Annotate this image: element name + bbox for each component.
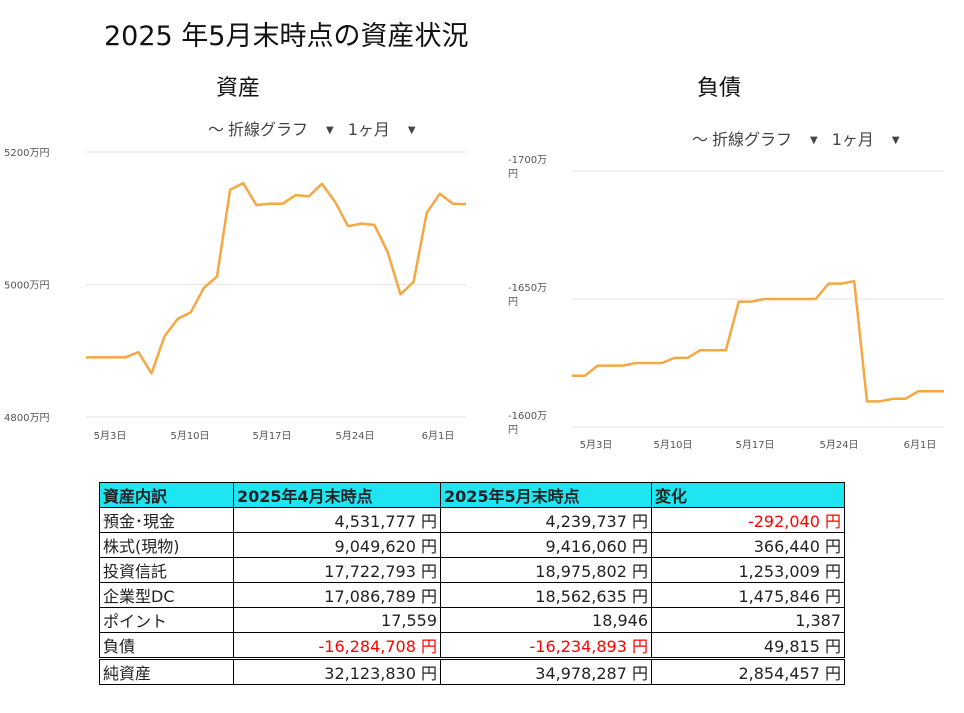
series-line [86,181,467,375]
y-tick-label-unit: 円 [508,297,518,308]
period-selector[interactable]: 1ヶ月 [831,130,874,149]
x-tick-label: 5月17日 [252,430,291,442]
cell-april: 17,559 [233,607,441,633]
cell-april: 32,123,830 円 [233,657,441,685]
y-tick-label-unit: 円 [508,425,518,436]
x-tick-label: 5月24日 [819,439,858,451]
asset-breakdown-table: 資産内訳 2025年4月末時点 2025年5月末時点 変化 預金･現金 4,53… [99,482,845,685]
chart-type-selector[interactable]: 折線グラフ [712,130,793,149]
cell-may: 34,978,287 円 [440,657,652,685]
assets-chart-title: 資産 [216,76,261,101]
table-header-row: 資産内訳 2025年4月末時点 2025年5月末時点 変化 [99,482,845,508]
cell-april: 17,722,793 円 [233,557,441,583]
dropdown-arrow-icon[interactable]: ▼ [810,135,818,146]
row-label: 預金･現金 [99,507,234,533]
header-change: 変化 [651,482,845,508]
row-label: 純資産 [99,657,234,685]
cell-april: -16,284,708 円 [233,632,441,659]
cell-may: 9,416,060 円 [440,532,652,558]
cell-change: 366,440 円 [651,532,845,558]
cell-change: 1,387 [651,607,845,633]
y-tick-label: 4800万円 [4,413,49,424]
dropdown-arrow-icon[interactable]: ▼ [891,135,900,146]
cell-change: 2,854,457 円 [651,657,845,685]
row-label: 負債 [99,632,234,659]
row-label: 投資信託 [99,557,234,583]
table-row: 投資信託 17,722,793 円 18,975,802 円 1,253,009… [99,557,845,583]
y-tick-label: 5200万円 [4,148,49,159]
row-label: 企業型DC [99,582,234,608]
x-tick-label: 5月10日 [170,430,209,442]
y-tick-label-unit: 円 [508,169,518,180]
x-tick-label: 5月3日 [580,439,613,451]
row-label: 株式(現物) [99,532,234,558]
table-row: ポイント 17,559 18,946 1,387 [99,607,845,633]
row-label: ポイント [99,607,234,633]
page-title: 2025 年5月末時点の資産状況 [104,21,469,52]
liabilities-chart-title: 負債 [697,76,742,101]
x-tick-label: 5月17日 [735,439,774,451]
cell-change: 49,815 円 [651,632,845,659]
chart-type-selector[interactable]: 折線グラフ [228,120,309,139]
cell-april: 17,086,789 円 [233,582,441,608]
period-selector[interactable]: 1ヶ月 [347,120,390,139]
x-tick-label: 6月1日 [904,439,937,451]
y-tick-label: -1650万 [508,283,547,294]
table-row: 企業型DC 17,086,789 円 18,562,635 円 1,475,84… [99,582,845,608]
y-tick-label: -1600万 [508,411,547,422]
dropdown-arrow-icon[interactable]: ▼ [407,125,416,136]
liabilities-chart-controls: 〜折線グラフ ▼ 1ヶ月 ▼ [692,126,914,150]
x-tick-label: 5月3日 [94,430,127,442]
cell-may: 4,239,737 円 [440,507,652,533]
y-tick-label: -1700万 [508,155,547,166]
x-tick-label: 5月24日 [335,430,374,442]
x-tick-label: 6月1日 [422,430,455,442]
cell-change: -292,040 円 [651,507,845,533]
series-line [572,279,944,403]
cell-change: 1,253,009 円 [651,557,845,583]
header-may: 2025年5月末時点 [440,482,652,508]
cell-april: 4,531,777 円 [233,507,441,533]
table-row: 負債 -16,284,708 円 -16,234,893 円 49,815 円 [99,632,845,659]
cell-april: 9,049,620 円 [233,532,441,558]
header-category: 資産内訳 [99,482,234,508]
y-tick-label: 5000万円 [4,281,49,292]
line-chart-icon: 〜 [692,130,709,149]
header-april: 2025年4月末時点 [233,482,441,508]
x-tick-label: 5月10日 [653,439,692,451]
assets-chart-controls: 〜折線グラフ ▼ 1ヶ月 ▼ [208,116,430,140]
cell-may: 18,562,635 円 [440,582,652,608]
cell-may: -16,234,893 円 [440,632,652,659]
cell-may: 18,946 [440,607,652,633]
cell-change: 1,475,846 円 [651,582,845,608]
cell-may: 18,975,802 円 [440,557,652,583]
line-chart-icon: 〜 [208,120,225,139]
table-row: 株式(現物) 9,049,620 円 9,416,060 円 366,440 円 [99,532,845,558]
table-row: 預金･現金 4,531,777 円 4,239,737 円 -292,040 円 [99,507,845,533]
dropdown-arrow-icon[interactable]: ▼ [326,125,334,136]
table-row-total: 純資産 32,123,830 円 34,978,287 円 2,854,457 … [99,657,845,685]
charts-canvas: 5200万円 5000万円 4800万円 5月3日 5月10日 5月17日 5月24日 6月1… [4,148,944,451]
